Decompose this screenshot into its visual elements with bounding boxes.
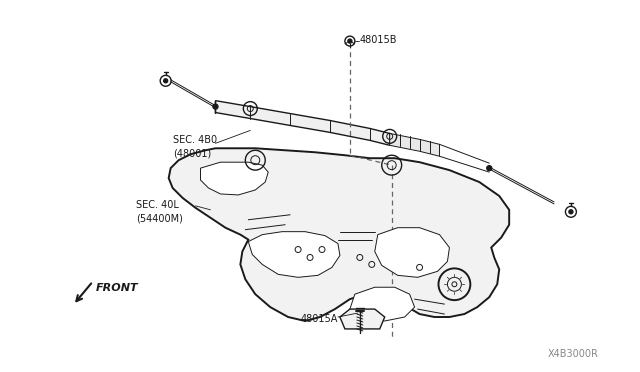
Text: SEC. 40L
(54400M): SEC. 40L (54400M) bbox=[136, 200, 182, 223]
Polygon shape bbox=[248, 232, 340, 277]
Polygon shape bbox=[200, 162, 268, 195]
Polygon shape bbox=[350, 287, 415, 321]
Circle shape bbox=[569, 210, 573, 214]
Circle shape bbox=[348, 39, 352, 43]
Text: SEC. 4B0
(48001): SEC. 4B0 (48001) bbox=[173, 135, 217, 158]
Circle shape bbox=[487, 166, 492, 171]
Text: 48015A: 48015A bbox=[300, 314, 337, 324]
Polygon shape bbox=[390, 134, 440, 156]
Polygon shape bbox=[340, 309, 385, 329]
Circle shape bbox=[164, 79, 168, 83]
Text: 48015B: 48015B bbox=[360, 35, 397, 45]
Text: FRONT: FRONT bbox=[96, 283, 139, 293]
Polygon shape bbox=[216, 101, 390, 145]
Polygon shape bbox=[169, 148, 509, 321]
Circle shape bbox=[213, 104, 218, 109]
Text: X4B3000R: X4B3000R bbox=[548, 349, 599, 359]
Polygon shape bbox=[375, 228, 449, 277]
